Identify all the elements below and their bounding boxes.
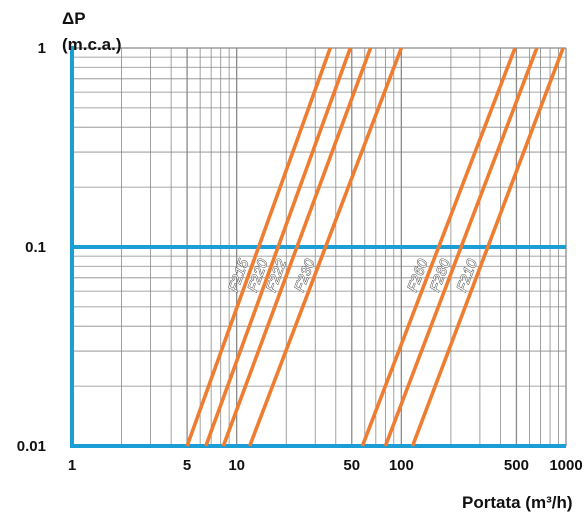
x-tick-label: 10 xyxy=(228,457,245,474)
series-line-f215 xyxy=(185,47,332,447)
x-axis-title: Portata (m³/h) xyxy=(462,493,573,512)
x-tick-label: 5 xyxy=(183,457,191,474)
y-tick-label: 1 xyxy=(38,40,46,57)
x-tick-label: 1000 xyxy=(549,457,582,474)
y-axis-title-line1: ΔP xyxy=(62,9,86,28)
axes xyxy=(70,46,566,448)
series-line-f222 xyxy=(221,47,373,447)
x-tick-label: 50 xyxy=(343,457,360,474)
y-tick-label: 0.1 xyxy=(25,239,46,256)
x-tick-label: 100 xyxy=(389,457,414,474)
series-line-f260 xyxy=(360,47,517,447)
series-line-f210 xyxy=(410,47,565,447)
x-tick-label: 500 xyxy=(504,457,529,474)
x-tick-label: 1 xyxy=(68,457,76,474)
series-line-f220 xyxy=(204,47,353,447)
series-line-f230 xyxy=(248,47,404,447)
y-axis-title-line2: (m.c.a.) xyxy=(62,35,122,54)
y-tick-label: 0.01 xyxy=(17,438,46,455)
series-lines xyxy=(185,47,565,447)
series-line-f280 xyxy=(383,47,539,447)
